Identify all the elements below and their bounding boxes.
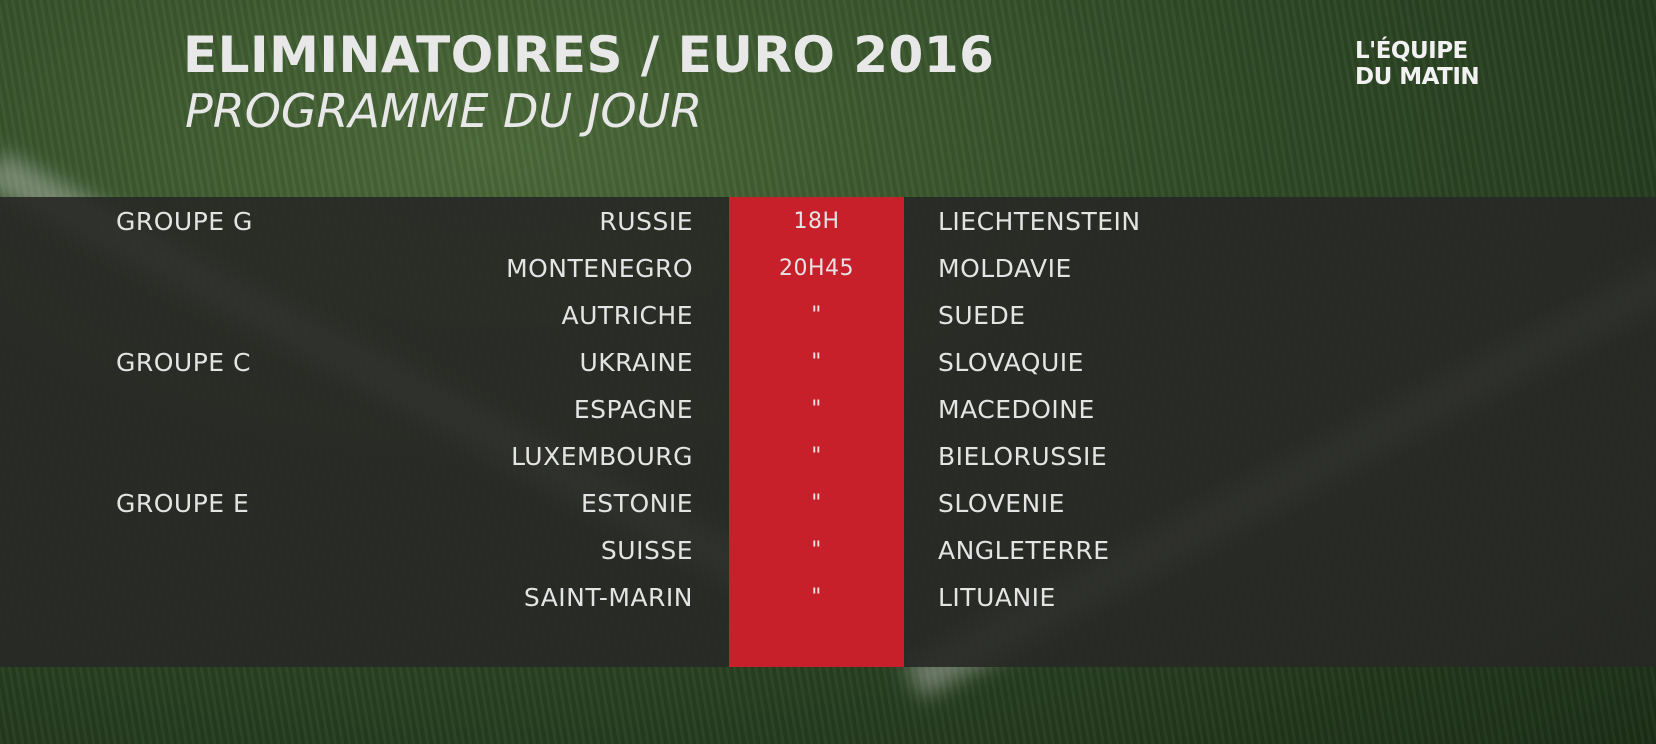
away-team: SLOVENIE bbox=[938, 489, 1065, 518]
kickoff-time: " bbox=[811, 538, 822, 563]
home-team: UKRAINE bbox=[579, 348, 693, 377]
away-team: BIELORUSSIE bbox=[938, 442, 1108, 471]
away-team: MACEDOINE bbox=[938, 395, 1095, 424]
home-team: ESPAGNE bbox=[573, 395, 693, 424]
group-label: GROUPE G bbox=[116, 207, 253, 236]
kickoff-time: " bbox=[811, 397, 822, 422]
home-team: RUSSIE bbox=[599, 207, 693, 236]
kickoff-time: " bbox=[811, 491, 822, 516]
home-team: AUTRICHE bbox=[561, 301, 693, 330]
away-team: LIECHTENSTEIN bbox=[938, 207, 1141, 236]
logo-line: L'ÉQUIPE bbox=[1355, 38, 1468, 64]
kickoff-time: " bbox=[811, 350, 822, 375]
home-team: MONTENEGRO bbox=[506, 254, 693, 283]
logo: L'ÉQUIPE DU MATIN bbox=[1355, 38, 1480, 90]
away-team: ANGLETERRE bbox=[938, 536, 1110, 565]
home-team: SAINT-MARIN bbox=[523, 583, 693, 612]
home-team: SUISSE bbox=[600, 536, 693, 565]
away-team: SLOVAQUIE bbox=[938, 348, 1084, 377]
kickoff-time: " bbox=[811, 444, 822, 469]
subtitle: PROGRAMME DU JOUR bbox=[185, 84, 703, 138]
kickoff-time: " bbox=[811, 303, 822, 328]
group-label: GROUPE E bbox=[116, 489, 250, 518]
kickoff-time: " bbox=[811, 585, 822, 610]
logo-line: DU MATIN bbox=[1355, 64, 1480, 90]
away-team: SUEDE bbox=[938, 301, 1026, 330]
kickoff-time: 20H45 bbox=[778, 256, 855, 281]
title: ELIMINATOIRES / EURO 2016 bbox=[183, 26, 995, 84]
time-column bbox=[729, 197, 904, 667]
away-team: LITUANIE bbox=[938, 583, 1056, 612]
home-team: LUXEMBOURG bbox=[511, 442, 693, 471]
home-team: ESTONIE bbox=[581, 489, 693, 518]
kickoff-time: 18H bbox=[793, 209, 840, 234]
away-team: MOLDAVIE bbox=[938, 254, 1072, 283]
group-label: GROUPE C bbox=[116, 348, 251, 377]
